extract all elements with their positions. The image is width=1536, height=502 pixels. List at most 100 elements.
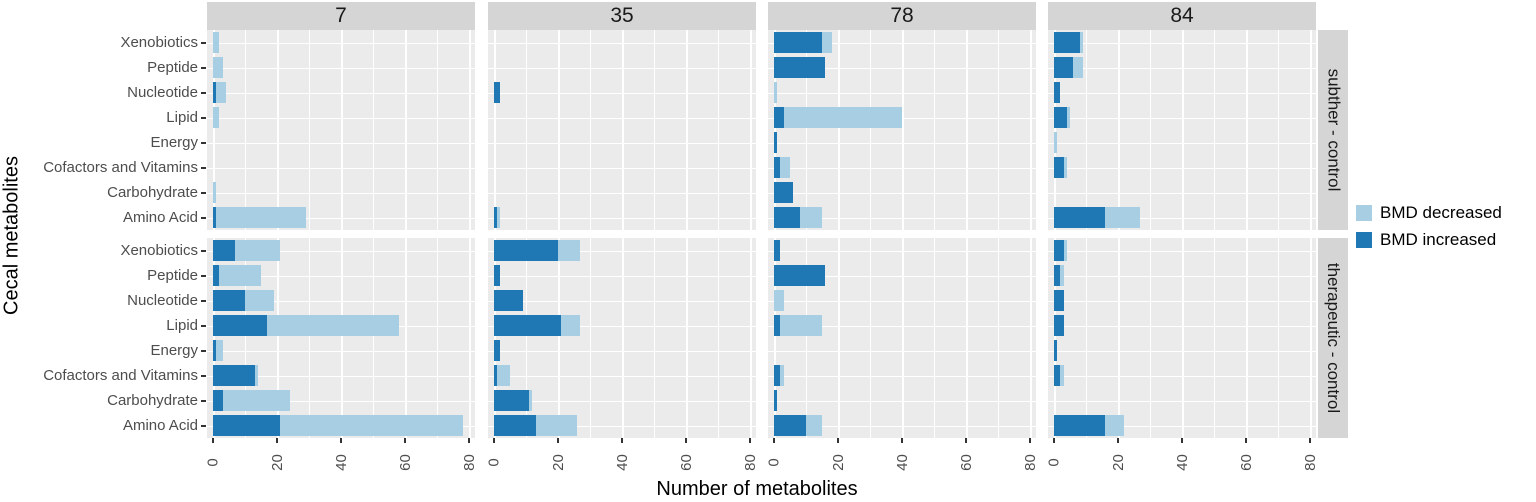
- legend: BMD decreased BMD increased: [1356, 203, 1502, 257]
- gridline-category: [207, 117, 475, 119]
- gridline-minor: [1150, 238, 1151, 438]
- bar-energy: [774, 132, 778, 153]
- bar-segment-decreased: [774, 290, 784, 311]
- gridline-category: [768, 250, 1036, 252]
- gridline-major: [685, 30, 688, 230]
- gridline-category: [207, 275, 475, 277]
- y-axis-tick: [201, 66, 206, 69]
- gridline-major: [1117, 30, 1120, 230]
- bar-lipid: [774, 107, 902, 128]
- category-label-peptide: Peptide: [147, 59, 198, 76]
- y-axis-tick: [201, 374, 206, 377]
- bar-segment-increased: [494, 82, 501, 103]
- bar-segment-increased: [774, 390, 778, 411]
- gridline-category: [1048, 92, 1316, 94]
- facet-strip-day-35: 35: [488, 2, 756, 30]
- category-label-amino-acid: Amino Acid: [122, 417, 198, 434]
- bar-segment-decreased: [1105, 415, 1125, 436]
- bar-peptide: [494, 265, 501, 286]
- bar-amino-acid: [774, 207, 822, 228]
- gridline-minor: [526, 238, 527, 438]
- gridline-minor: [998, 30, 999, 230]
- gridline-category: [1048, 117, 1316, 119]
- gridline-major: [468, 238, 471, 438]
- bar-segment-decreased: [1079, 32, 1083, 53]
- gridline-major: [685, 238, 688, 438]
- bar-segment-increased: [494, 390, 530, 411]
- x-axis-tick-label-text: 20: [829, 453, 847, 471]
- legend-item-bmd-decreased: BMD decreased: [1356, 203, 1502, 223]
- facet-panel-78-subther: [768, 30, 1036, 230]
- gridline-major: [621, 238, 624, 438]
- gridline-category: [488, 167, 756, 169]
- gridline-category: [207, 42, 475, 44]
- x-axis-tick-label: 80: [739, 445, 761, 479]
- gridline-category: [768, 92, 1036, 94]
- x-axis-tick: [1181, 438, 1183, 443]
- gridline-minor: [654, 30, 655, 230]
- legend-swatch-decreased: [1356, 205, 1372, 221]
- bar-xenobiotics: [1054, 240, 1067, 261]
- y-axis-tick: [201, 349, 206, 352]
- bar-segment-decreased: [1063, 157, 1067, 178]
- x-axis-tick-label-text: 60: [677, 453, 695, 471]
- gridline-category: [768, 400, 1036, 402]
- gridline-major: [1117, 238, 1120, 438]
- bar-segment-decreased: [222, 390, 290, 411]
- x-axis-tick-label: 60: [394, 445, 416, 479]
- y-axis-tick: [201, 249, 206, 252]
- gridline-category: [488, 92, 756, 94]
- gridline-minor: [437, 238, 438, 438]
- facet-panel-78-therapeutic: [768, 238, 1036, 438]
- bar-segment-increased: [494, 265, 501, 286]
- legend-label: BMD increased: [1380, 230, 1497, 249]
- gridline-category: [207, 167, 475, 169]
- gridline-category: [1048, 325, 1316, 327]
- bar-segment-increased: [494, 240, 558, 261]
- x-axis-tick-label-text: 40: [1173, 453, 1191, 471]
- bar-carbohydrate: [494, 390, 533, 411]
- y-axis-tick: [201, 424, 206, 427]
- bar-segment-increased: [774, 132, 778, 153]
- x-axis-tick-label: 80: [1299, 445, 1321, 479]
- gridline-category: [768, 217, 1036, 219]
- bar-segment-increased: [213, 265, 220, 286]
- legend-item-bmd-increased: BMD increased: [1356, 230, 1502, 250]
- x-axis-tick-label-text: 20: [268, 453, 286, 471]
- facet-panel-35-subther: [488, 30, 756, 230]
- gridline-category: [488, 275, 756, 277]
- gridline-category: [768, 192, 1036, 194]
- gridline-minor: [870, 238, 871, 438]
- gridline-major: [965, 238, 968, 438]
- bar-segment-increased: [213, 240, 236, 261]
- y-axis-tick: [201, 299, 206, 302]
- facet-panel-7-therapeutic: [207, 238, 475, 438]
- gridline-major: [965, 30, 968, 230]
- gridline-category: [1048, 192, 1316, 194]
- gridline-minor: [1150, 30, 1151, 230]
- bar-energy: [1054, 340, 1058, 361]
- bar-segment-decreased: [254, 365, 258, 386]
- gridline-minor: [526, 30, 527, 230]
- y-axis-tick: [201, 41, 206, 44]
- bar-cofactors-and-vitamins: [774, 157, 790, 178]
- x-axis-tick-label-text: 80: [741, 453, 759, 471]
- gridline-major: [1245, 238, 1248, 438]
- category-label-carbohydrate: Carbohydrate: [107, 184, 198, 201]
- gridline-major: [749, 238, 752, 438]
- gridline-category: [488, 375, 756, 377]
- gridline-category: [1048, 217, 1316, 219]
- bar-peptide: [774, 265, 826, 286]
- gridline-minor: [934, 238, 935, 438]
- bar-segment-increased: [1054, 240, 1064, 261]
- bar-segment-decreased: [219, 265, 261, 286]
- x-axis-tick-label: 60: [1235, 445, 1257, 479]
- gridline-minor: [373, 238, 374, 438]
- gridline-category: [207, 142, 475, 144]
- bar-nucleotide: [1054, 290, 1064, 311]
- gridline-major: [1053, 238, 1056, 438]
- bar-segment-increased: [213, 315, 268, 336]
- bar-nucleotide: [774, 290, 784, 311]
- gridline-category: [768, 275, 1036, 277]
- gridline-category: [768, 375, 1036, 377]
